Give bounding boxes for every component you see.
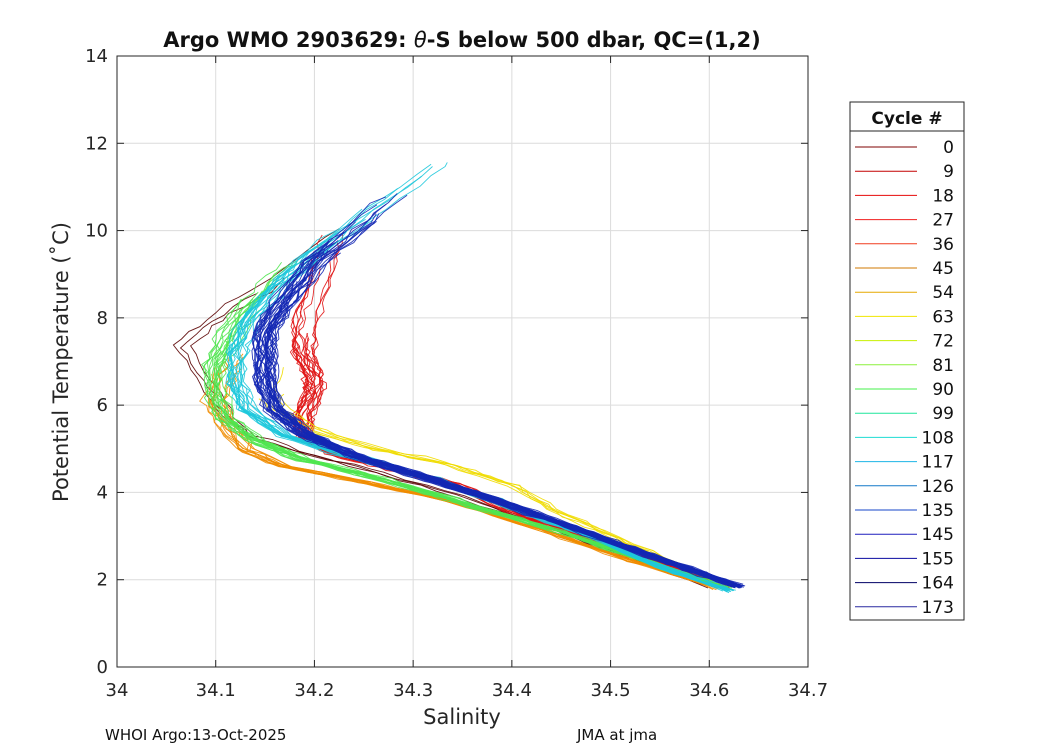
profile-line: [209, 400, 721, 589]
legend-entry-label: 155: [922, 549, 954, 569]
legend-entry-label: 45: [932, 259, 954, 279]
plot-frame: [116, 55, 809, 668]
y-tick-label: 2: [97, 570, 108, 591]
legend-entry-label: 117: [922, 453, 954, 473]
profile-line: [271, 221, 741, 588]
x-tick-label: 34.5: [591, 680, 631, 701]
profile-line: [271, 252, 746, 587]
y-tick-label: 12: [85, 133, 108, 154]
legend-entry-label: 9: [943, 162, 954, 182]
x-tick-label: 34.1: [196, 680, 236, 701]
legend: Cycle # 0 9 18 27 36 45 54 63 72 81 90 99 108 117 126 1…: [849, 101, 965, 621]
legend-entry-label: 54: [932, 283, 954, 303]
y-tick-label: 0: [97, 657, 108, 678]
legend-entry-label: 0: [943, 138, 954, 158]
profile-line: [215, 292, 729, 589]
legend-entry-label: 99: [932, 404, 954, 424]
x-tick-label: 34.7: [788, 680, 828, 701]
legend-entry-label: 90: [932, 380, 954, 400]
legend-entry-label: 63: [932, 307, 954, 327]
x-axis: 34 34.1 34.2 34.3 34.4 34.5 34.6 34.7: [106, 56, 828, 701]
profile-line: [257, 231, 738, 586]
legend-entry-label: 126: [922, 477, 954, 497]
legend-entry-label: 135: [922, 501, 954, 521]
x-tick-label: 34.6: [689, 680, 729, 701]
x-tick-label: 34.4: [492, 680, 532, 701]
legend-entry-label: 108: [922, 428, 954, 448]
x-tick-label: 34.2: [294, 680, 334, 701]
profile-line: [265, 211, 739, 588]
legend-box: [849, 101, 965, 621]
profile-line: [265, 315, 745, 588]
legend-entry-label: 72: [932, 332, 954, 352]
footer-credit: JMA at jma: [577, 726, 658, 744]
y-axis: 0 2 4 6 8 10 12 14: [85, 46, 808, 678]
legend-entry-label: 164: [922, 574, 954, 594]
x-tick-label: 34.3: [393, 680, 433, 701]
y-tick-label: 8: [97, 308, 108, 329]
legend-title: Cycle #: [871, 109, 942, 129]
x-axis-label: Salinity: [423, 705, 501, 729]
legend-entry-label: 145: [922, 525, 954, 545]
legend-entries: 0 9 18 27 36 45 54 63 72 81 90 99 108 117 126 135 145 155…: [855, 138, 954, 618]
x-tick-label: 34: [106, 680, 129, 701]
legend-entry-label: 36: [932, 235, 954, 255]
legend-entry-label: 81: [932, 356, 954, 376]
legend-entry-label: 27: [932, 211, 954, 231]
legend-entry-label: 173: [922, 598, 954, 618]
footer-source: WHOI Argo:13-Oct-2025: [105, 726, 287, 744]
profile-line: [221, 323, 734, 591]
legend-entry-label: 18: [932, 186, 954, 206]
profile-series: [172, 162, 746, 594]
y-tick-label: 6: [97, 395, 108, 416]
profile-line: [251, 241, 736, 588]
y-tick-label: 14: [85, 46, 108, 67]
y-tick-label: 10: [85, 221, 108, 242]
y-axis-label: Potential Temperature (˚C): [49, 222, 73, 502]
profile-line: [201, 339, 729, 588]
y-tick-label: 4: [97, 482, 108, 503]
chart-title: Argo WMO 2903629: θ-S below 500 dbar, QC…: [163, 28, 760, 52]
